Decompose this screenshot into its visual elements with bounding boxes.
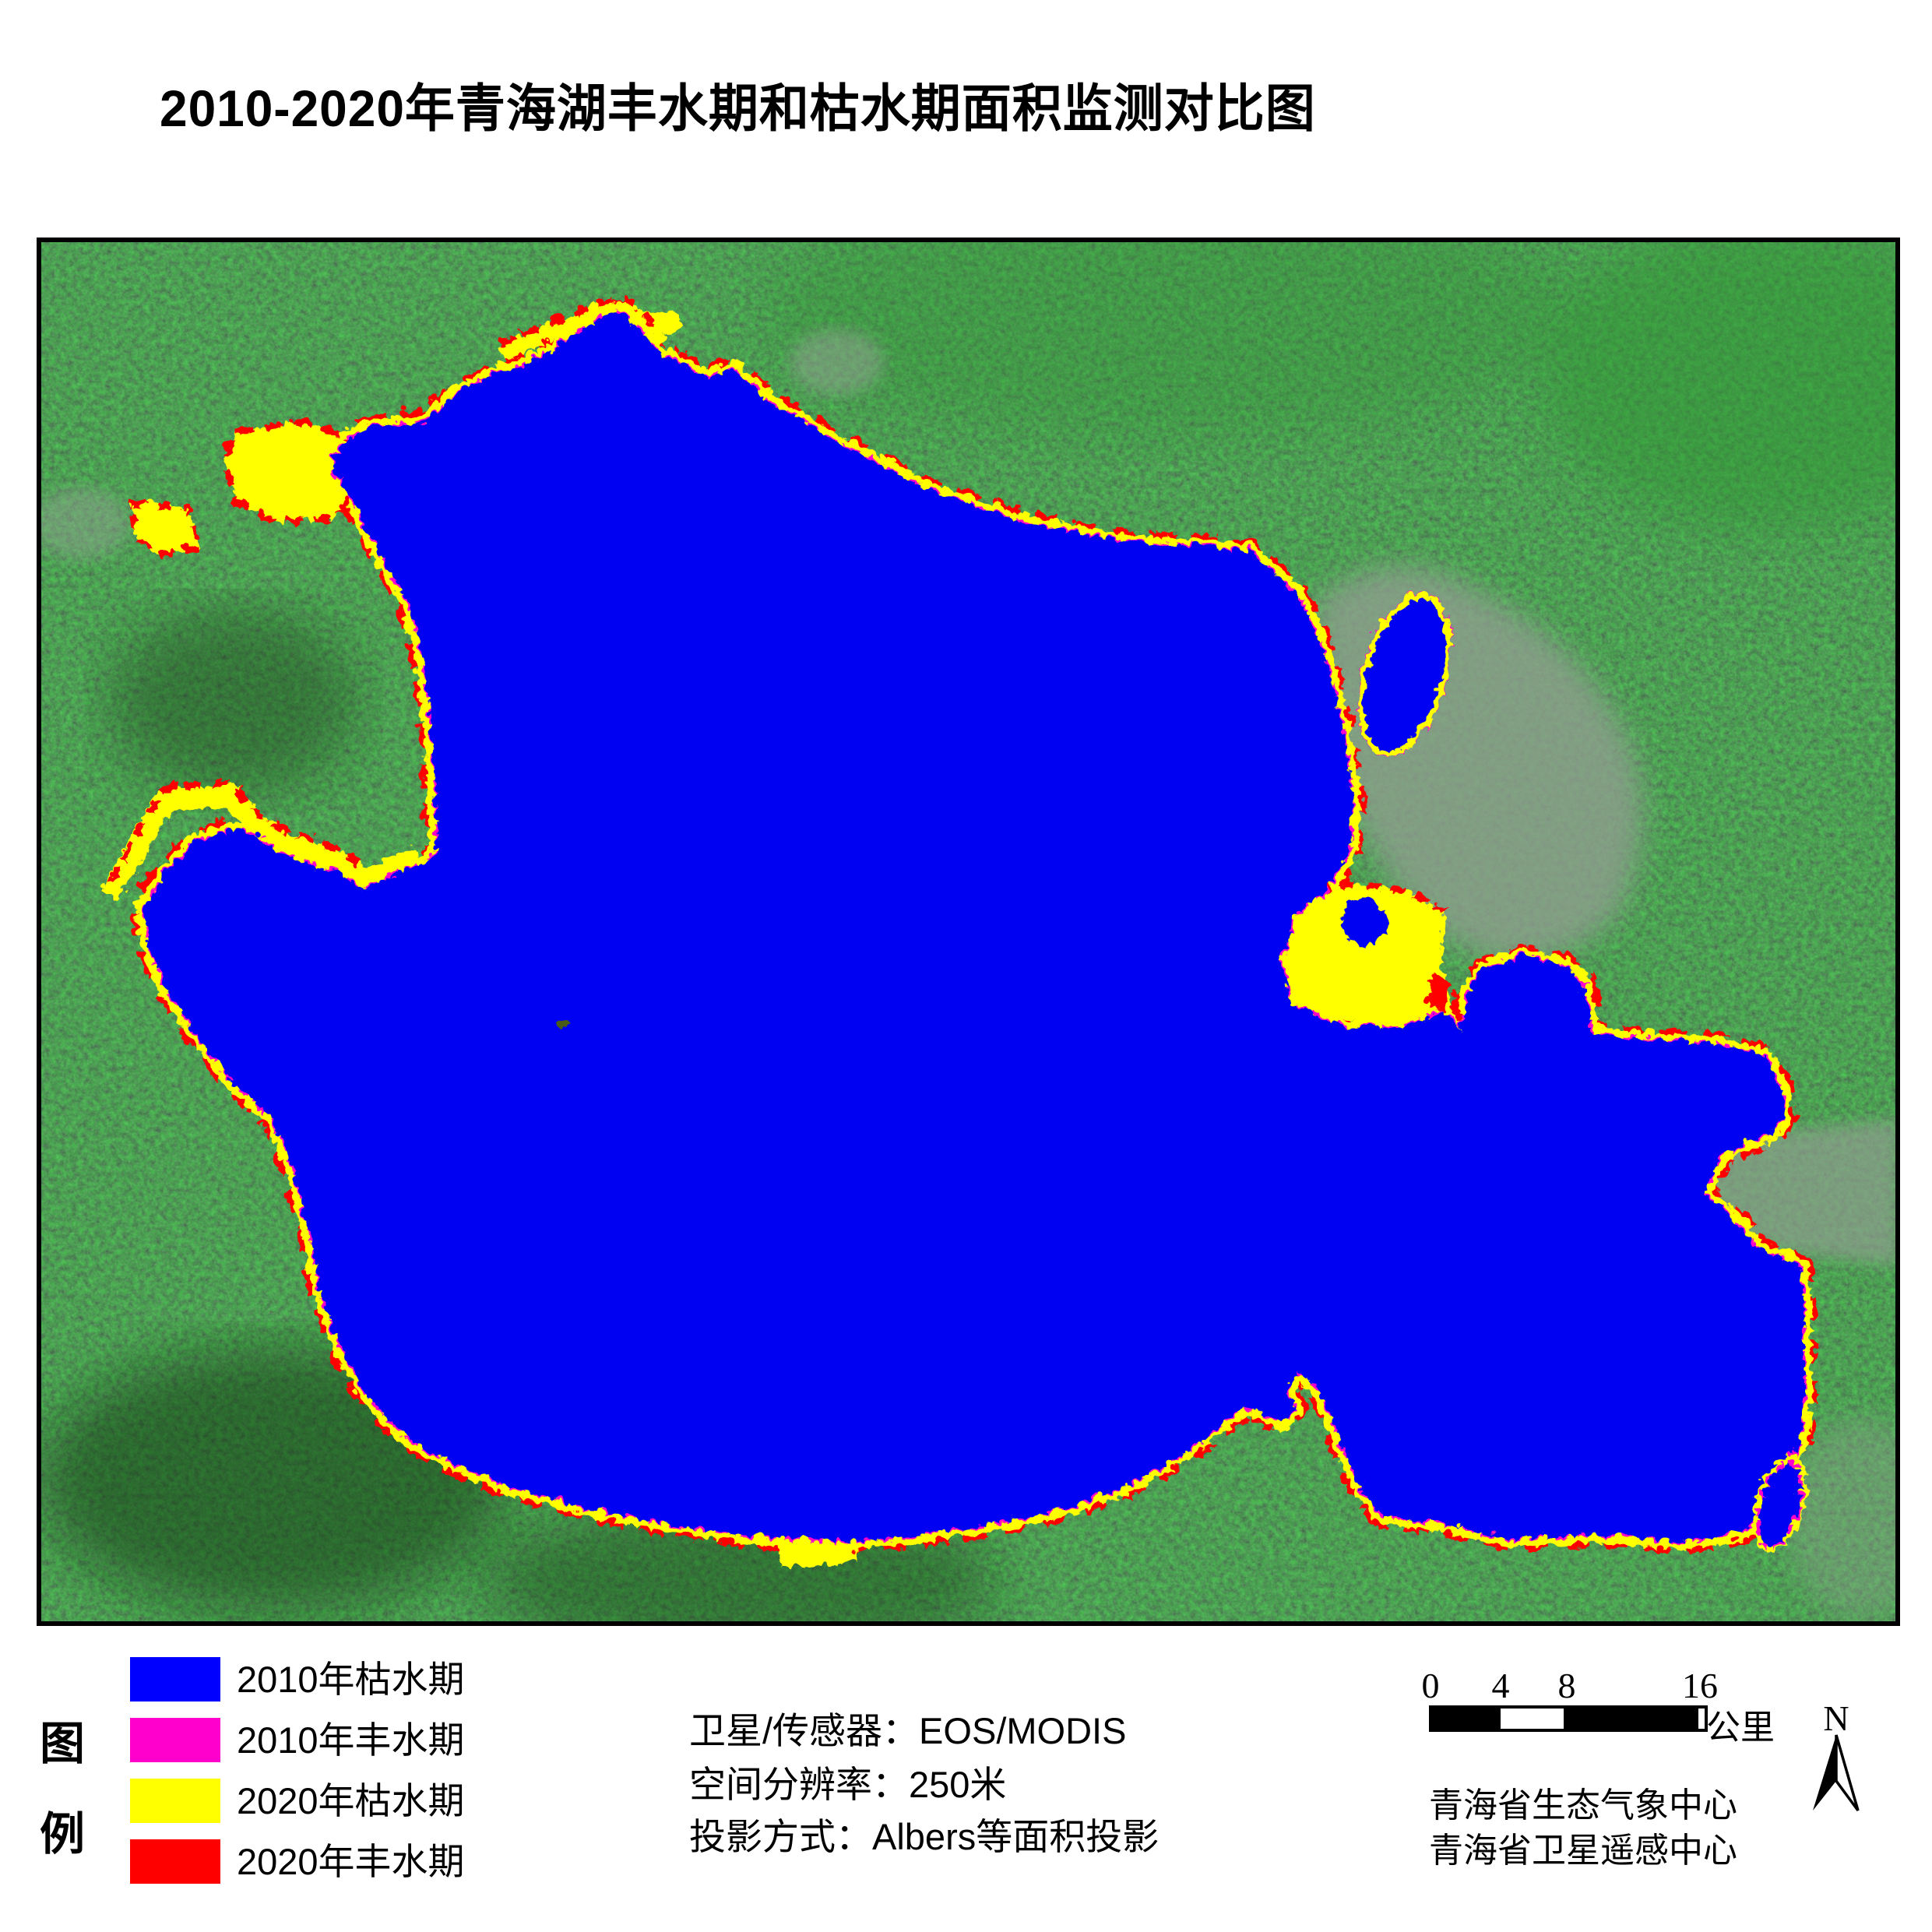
legend-label-wet-2010: 2010年丰水期: [237, 1719, 465, 1761]
legend-swatch-wet-2020: [130, 1839, 220, 1884]
scale-tick-8: 8: [1557, 1666, 1576, 1705]
info-resolution: 空间分辨率：250米: [689, 1764, 1007, 1805]
scale-segment-1: [1432, 1709, 1501, 1729]
satellite-map-image: [37, 238, 1900, 1626]
scale-bar-strip: [1429, 1705, 1708, 1732]
scale-segment-3: [1564, 1709, 1698, 1729]
small-lake-se: [1749, 1454, 1805, 1549]
legend-label-dry-2020: 2020年枯水期: [237, 1780, 465, 1821]
scale-bar: 0 4 8 16 公里: [1422, 1665, 1865, 1758]
legend-swatch-wet-2010: [130, 1718, 220, 1762]
map-canvas: [37, 238, 1900, 1626]
lake-island-dot: [551, 1015, 565, 1025]
legend-title-bottom: 例: [39, 1809, 85, 1860]
info-satellite-sensor: 卫星/传感器：EOS/MODIS: [689, 1710, 1127, 1751]
north-arrow-icon: [1813, 1734, 1860, 1812]
credit-line-1: 青海省生态气象中心: [1429, 1786, 1737, 1825]
legend-swatch-dry-2010: [130, 1657, 220, 1701]
page-title: 2010-2020年青海湖丰水期和枯水期面积监测对比图: [160, 79, 1316, 137]
scale-unit-label: 公里: [1706, 1709, 1775, 1747]
map-frame: [37, 238, 1900, 1626]
legend-swatch-dry-2020: [130, 1779, 220, 1823]
legend-title-top: 图: [39, 1719, 85, 1769]
scale-tick-4: 4: [1491, 1666, 1510, 1705]
legend-label-dry-2010: 2010年枯水期: [237, 1659, 465, 1700]
scale-segment-2: [1501, 1709, 1564, 1729]
terrain-shading: [39, 238, 1900, 1626]
legend-label-wet-2020: 2020年丰水期: [237, 1841, 465, 1882]
scale-tick-0: 0: [1421, 1666, 1440, 1705]
northeast-island-lake: [1354, 589, 1449, 755]
north-arrow-label: N: [1823, 1698, 1849, 1738]
small-lake-ne: [1338, 896, 1385, 942]
lake-layers: [97, 292, 1811, 1565]
info-projection: 投影方式：Albers等面积投影: [689, 1816, 1160, 1857]
scale-tick-16: 16: [1682, 1666, 1718, 1705]
credit-line-2: 青海省卫星遥感中心: [1429, 1832, 1737, 1870]
